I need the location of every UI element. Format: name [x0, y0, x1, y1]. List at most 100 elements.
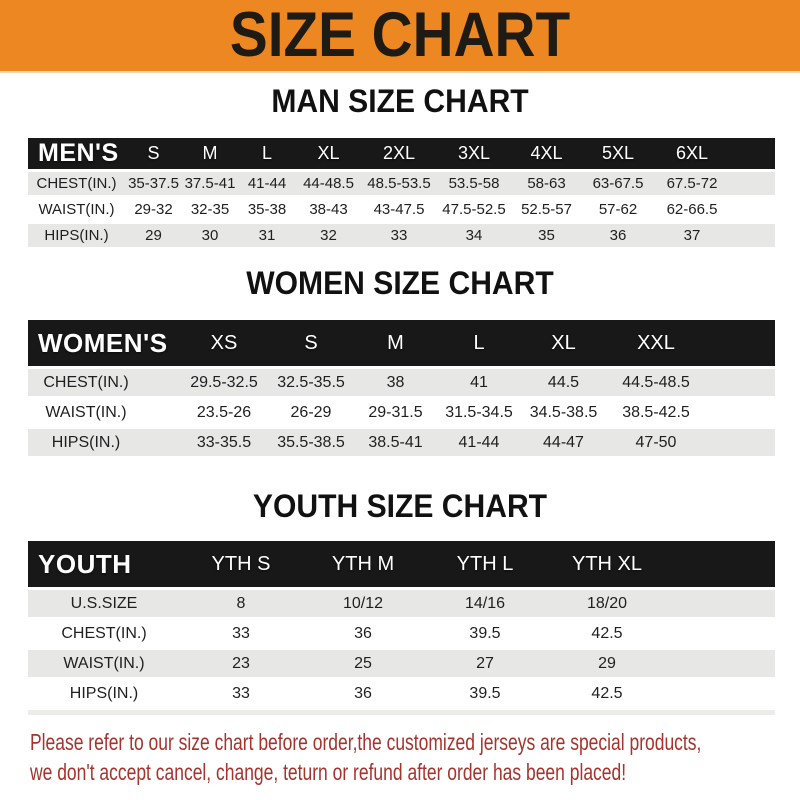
youth-row-label-chest: CHEST(IN.) [28, 620, 180, 650]
man-hips-value-2xl: 33 [361, 224, 437, 250]
man-chest-value-6xl: 67.5-72 [654, 172, 730, 198]
women-chest-value-m: 38 [354, 369, 437, 399]
youth-row-chest: CHEST(IN.) 33 36 39.5 42.5 [28, 620, 775, 650]
women-chest-value-xs: 29.5-32.5 [180, 369, 268, 399]
man-waist-value-l: 35-38 [238, 198, 296, 224]
man-waist-value-m: 32-35 [182, 198, 238, 224]
section-man-size-chart: MAN SIZE CHART MEN'S S M L XL 2XL 3XL 4XL 5XL 6XL C… [0, 82, 800, 250]
man-column-header-2xl: 2XL [361, 138, 437, 172]
man-column-header-6xl: 6XL [654, 138, 730, 172]
banner: SIZE CHART [0, 0, 800, 73]
youth-waist-value-yth-xl: 29 [546, 650, 668, 680]
man-column-header-5xl: 5XL [582, 138, 654, 172]
man-waist-value-3xl: 47.5-52.5 [437, 198, 511, 224]
disclaimer-line-2: we don't accept cancel, change, teturn o… [30, 759, 627, 785]
women-chest-value-xxl: 44.5-48.5 [606, 369, 706, 399]
youth-row-spacer [668, 620, 775, 650]
youth-hips-value-yth-s: 33 [180, 680, 302, 710]
man-waist-value-4xl: 52.5-57 [511, 198, 582, 224]
banner-title: SIZE CHART [229, 0, 571, 70]
youth-chest-value-yth-s: 33 [180, 620, 302, 650]
women-hips-value-xl: 44-47 [521, 429, 606, 459]
man-chest-value-3xl: 53.5-58 [437, 172, 511, 198]
man-section-title: MAN SIZE CHART [271, 82, 529, 120]
man-waist-value-6xl: 62-66.5 [654, 198, 730, 224]
man-chest-value-m: 37.5-41 [182, 172, 238, 198]
youth-row-spacer [668, 590, 775, 620]
women-waist-value-xl: 34.5-38.5 [521, 399, 606, 429]
man-header-row: MEN'S S M L XL 2XL 3XL 4XL 5XL 6XL [28, 138, 775, 172]
youth-row-spacer [668, 680, 775, 710]
women-row-label-chest: CHEST(IN.) [28, 369, 180, 399]
man-chest-value-l: 41-44 [238, 172, 296, 198]
section-youth-size-chart: YOUTH SIZE CHART YOUTH YTH S YTH M YTH L YTH … [0, 487, 800, 715]
man-chest-value-4xl: 58-63 [511, 172, 582, 198]
man-waist-value-2xl: 43-47.5 [361, 198, 437, 224]
man-waist-value-5xl: 57-62 [582, 198, 654, 224]
man-hips-value-xl: 32 [296, 224, 361, 250]
sections-container: MAN SIZE CHART MEN'S S M L XL 2XL 3XL 4XL 5XL 6XL C… [0, 82, 800, 715]
disclaimer: Please refer to our size chart before or… [30, 727, 800, 787]
women-table-title-cell: WOMEN'S [28, 320, 180, 369]
women-hips-value-m: 38.5-41 [354, 429, 437, 459]
man-hips-value-5xl: 36 [582, 224, 654, 250]
man-hips-value-l: 31 [238, 224, 296, 250]
youth-row-label-us-size: U.S.SIZE [28, 590, 180, 620]
women-row-spacer [706, 399, 775, 429]
youth-column-header-yth-s: YTH S [180, 541, 302, 590]
man-row-label-hips: HIPS(IN.) [28, 224, 125, 250]
women-row-spacer [706, 429, 775, 459]
youth-hips-value-yth-l: 39.5 [424, 680, 546, 710]
women-waist-value-l: 31.5-34.5 [437, 399, 521, 429]
youth-hips-value-yth-xl: 42.5 [546, 680, 668, 710]
youth-chest-value-yth-l: 39.5 [424, 620, 546, 650]
youth-header-spacer [668, 541, 775, 590]
women-waist-value-m: 29-31.5 [354, 399, 437, 429]
youth-table-title-cell: YOUTH [28, 541, 180, 590]
youth-column-header-yth-l: YTH L [424, 541, 546, 590]
youth-section-title: YOUTH SIZE CHART [252, 487, 548, 525]
man-row-spacer [730, 224, 775, 250]
man-header-spacer [730, 138, 775, 172]
women-hips-value-l: 41-44 [437, 429, 521, 459]
women-chest-value-l: 41 [437, 369, 521, 399]
youth-waist-value-yth-s: 23 [180, 650, 302, 680]
man-hips-value-s: 29 [125, 224, 182, 250]
women-hips-value-xs: 33-35.5 [180, 429, 268, 459]
man-column-header-l: L [238, 138, 296, 172]
women-chest-value-s: 32.5-35.5 [268, 369, 354, 399]
youth-row-waist: WAIST(IN.) 23 25 27 29 [28, 650, 775, 680]
youth-row-spacer [668, 650, 775, 680]
youth-waist-value-yth-l: 27 [424, 650, 546, 680]
youth-us-size-value-yth-m: 10/12 [302, 590, 424, 620]
women-hips-value-s: 35.5-38.5 [268, 429, 354, 459]
women-waist-value-xs: 23.5-26 [180, 399, 268, 429]
man-hips-value-4xl: 35 [511, 224, 582, 250]
man-column-header-4xl: 4XL [511, 138, 582, 172]
man-table-title-cell: MEN'S [28, 138, 125, 172]
youth-us-size-value-yth-s: 8 [180, 590, 302, 620]
man-chest-value-s: 35-37.5 [125, 172, 182, 198]
disclaimer-line-1: Please refer to our size chart before or… [30, 729, 702, 755]
youth-waist-value-yth-m: 25 [302, 650, 424, 680]
youth-size-table: YOUTH YTH S YTH M YTH L YTH XL U.S.SIZE 8 10/12… [28, 541, 775, 715]
man-waist-value-xl: 38-43 [296, 198, 361, 224]
youth-hips-value-yth-m: 36 [302, 680, 424, 710]
women-row-spacer [706, 369, 775, 399]
man-row-spacer [730, 172, 775, 198]
man-row-spacer [730, 198, 775, 224]
women-column-header-xxl: XXL [606, 320, 706, 369]
man-waist-value-s: 29-32 [125, 198, 182, 224]
section-women-size-chart: WOMEN SIZE CHART WOMEN'S XS S M L XL XXL CHEST(I… [0, 267, 800, 459]
man-chest-value-xl: 44-48.5 [296, 172, 361, 198]
man-chest-value-2xl: 48.5-53.5 [361, 172, 437, 198]
women-header-row: WOMEN'S XS S M L XL XXL [28, 320, 775, 369]
man-column-header-m: M [182, 138, 238, 172]
man-column-header-3xl: 3XL [437, 138, 511, 172]
man-hips-value-6xl: 37 [654, 224, 730, 250]
youth-header-row: YOUTH YTH S YTH M YTH L YTH XL [28, 541, 775, 590]
women-row-chest: CHEST(IN.) 29.5-32.5 32.5-35.5 38 41 44.5 44.5… [28, 369, 775, 399]
man-size-table: MEN'S S M L XL 2XL 3XL 4XL 5XL 6XL CHEST(IN.) 35-37… [28, 138, 775, 250]
women-column-header-s: S [268, 320, 354, 369]
